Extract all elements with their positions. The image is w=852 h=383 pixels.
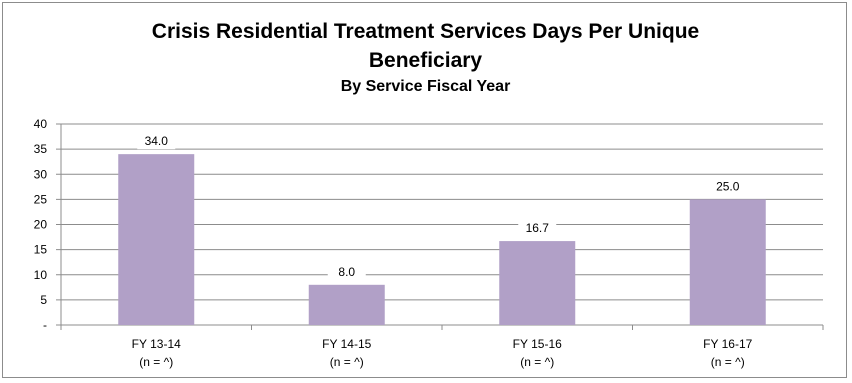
bar: [499, 241, 576, 325]
data-label: 16.7: [526, 221, 550, 235]
x-category-sublabel: (n = ^): [139, 355, 173, 369]
bar: [118, 154, 195, 325]
data-label: 25.0: [716, 179, 740, 193]
x-category-label: FY 13-14: [132, 337, 181, 351]
x-category-label: FY 15-16: [513, 337, 562, 351]
y-tick-label: 15: [34, 243, 48, 257]
chart-title-block: Crisis Residential Treatment Services Da…: [3, 17, 848, 98]
x-category-sublabel: (n = ^): [520, 355, 554, 369]
data-label-background: [708, 179, 747, 195]
data-label: 8.0: [338, 265, 355, 279]
y-tick-label: 30: [34, 167, 48, 181]
x-category-label: FY 16-17: [703, 337, 752, 351]
y-tick-label: 20: [34, 218, 48, 232]
x-category-sublabel: (n = ^): [330, 355, 364, 369]
chart-frame: Crisis Residential Treatment Services Da…: [2, 2, 847, 378]
data-label-background: [518, 221, 557, 237]
y-tick-label: 10: [34, 268, 48, 282]
data-label: 34.0: [145, 134, 169, 148]
x-category-label: FY 14-15: [322, 337, 371, 351]
y-tick-label: 5: [40, 293, 47, 307]
data-label-background: [137, 134, 176, 150]
data-label-background: [327, 264, 366, 280]
bar-chart: - 5 10 15 20 25 30 35 40 34.0 FY 13-14 (n = ^) 8.0 FY…: [34, 117, 824, 369]
y-tick-label: 25: [34, 192, 48, 206]
bar: [308, 284, 385, 325]
x-category-sublabel: (n = ^): [711, 355, 745, 369]
chart-title-line-1: Crisis Residential Treatment Services Da…: [151, 20, 700, 43]
chart-title-line-2: Beneficiary: [368, 49, 483, 72]
y-tick-label: -: [43, 318, 47, 332]
chart-subtitle: By Service Fiscal Year: [340, 78, 511, 95]
y-tick-label: 35: [34, 142, 48, 156]
bar: [689, 199, 766, 325]
y-tick-label: 40: [34, 117, 48, 131]
